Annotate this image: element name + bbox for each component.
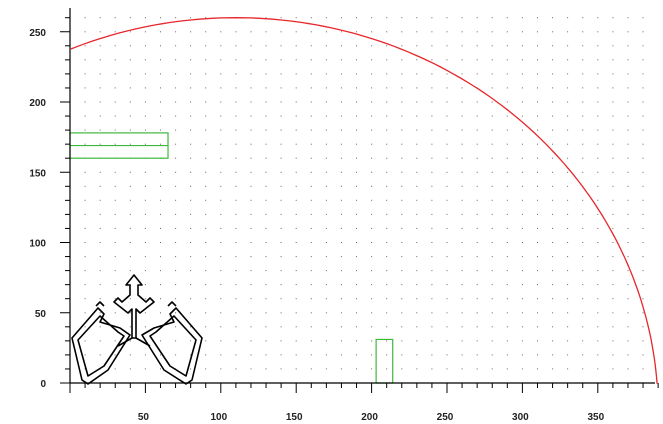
y-tick-label: 250: [29, 28, 46, 39]
y-tick-label: 100: [29, 239, 46, 250]
y-tick-label: 200: [29, 98, 46, 109]
x-tick-label: 300: [512, 412, 529, 423]
y-tick-label: 150: [29, 168, 46, 179]
x-tick-label: 50: [138, 412, 150, 423]
x-tick-label: 200: [361, 412, 378, 423]
y-tick-label: 0: [40, 379, 46, 390]
y-tick-label: 50: [35, 309, 47, 320]
dot-grid: [69, 17, 644, 370]
x-tick-label: 150: [286, 412, 303, 423]
aluminium-profile-icon: [71, 274, 203, 385]
x-tick-label: 250: [437, 412, 454, 423]
axes: [60, 8, 659, 393]
x-tick-label: 350: [587, 412, 604, 423]
red-arc-layer: [70, 17, 658, 384]
y-axis-tick-labels: 0 50 100 150 200 250: [29, 28, 46, 390]
x-tick-label: 100: [210, 412, 227, 423]
red-arc: [70, 17, 658, 384]
